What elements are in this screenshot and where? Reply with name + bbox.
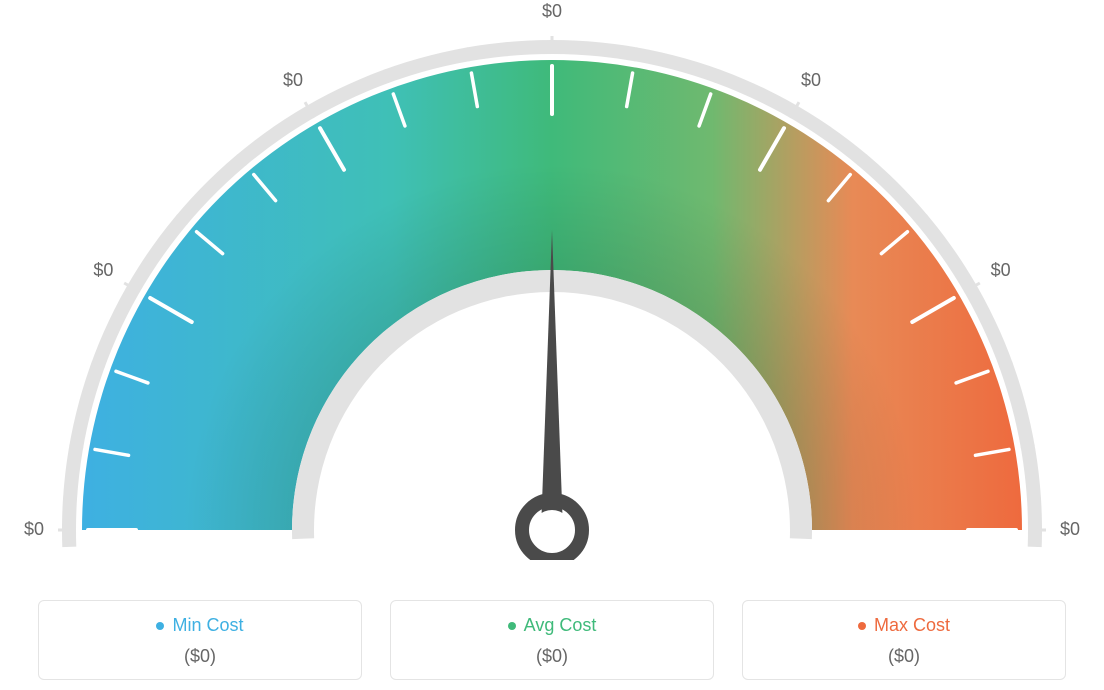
legend-card-min: Min Cost ($0) [38, 600, 362, 680]
svg-text:$0: $0 [542, 1, 562, 21]
gauge-chart-container: $0 $0 $0 $0 $0 $0 $0 Min Cost ($0) Avg Cost ($… [0, 0, 1104, 690]
legend-value-avg: ($0) [401, 646, 703, 667]
legend-dot-max [858, 622, 866, 630]
legend-card-avg: Avg Cost ($0) [390, 600, 714, 680]
svg-text:$0: $0 [283, 70, 303, 90]
svg-text:$0: $0 [93, 260, 113, 280]
legend-value-max: ($0) [753, 646, 1055, 667]
legend-dot-avg [508, 622, 516, 630]
svg-text:$0: $0 [991, 260, 1011, 280]
gauge-svg: $0 $0 $0 $0 $0 $0 $0 [0, 0, 1104, 560]
legend-label-max: Max Cost [753, 615, 1055, 636]
legend-text-max: Max Cost [874, 615, 950, 636]
legend-row: Min Cost ($0) Avg Cost ($0) Max Cost ($0… [38, 600, 1066, 680]
gauge-wrap: $0 $0 $0 $0 $0 $0 $0 [0, 0, 1104, 560]
legend-dot-min [156, 622, 164, 630]
svg-text:$0: $0 [801, 70, 821, 90]
legend-text-min: Min Cost [172, 615, 243, 636]
legend-card-max: Max Cost ($0) [742, 600, 1066, 680]
legend-value-min: ($0) [49, 646, 351, 667]
legend-label-min: Min Cost [49, 615, 351, 636]
svg-text:$0: $0 [24, 519, 44, 539]
legend-text-avg: Avg Cost [524, 615, 597, 636]
svg-text:$0: $0 [1060, 519, 1080, 539]
legend-label-avg: Avg Cost [401, 615, 703, 636]
